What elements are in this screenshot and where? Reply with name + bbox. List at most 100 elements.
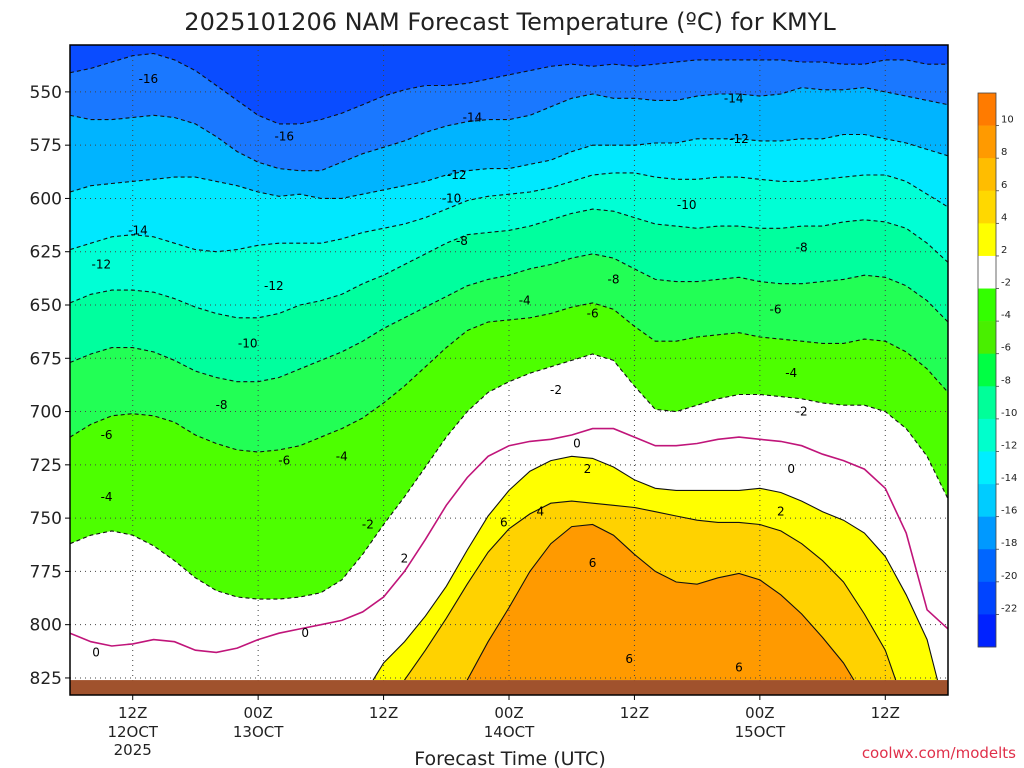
colorbar-label: 4 [1001, 212, 1007, 223]
colorbar-label: -12 [1001, 440, 1017, 451]
contour-label: -8 [456, 234, 468, 248]
y-tick-label: 825 [30, 669, 62, 689]
isotherm-0 [70, 427, 948, 654]
contour-label-text: -10 [677, 198, 697, 212]
contour-label: -8 [796, 240, 808, 254]
contour-label: 0 [92, 645, 100, 659]
colorbar-label: -2 [1001, 278, 1011, 289]
contour-label-text: -6 [587, 307, 599, 321]
contour-lines [70, 52, 948, 681]
contour-label-text: -6 [101, 428, 113, 442]
colorbar-swatch [978, 581, 996, 615]
contour-label: -4 [785, 366, 797, 380]
colorbar-label: -16 [1001, 506, 1017, 517]
contour-label: -6 [587, 307, 599, 321]
colorbar-label: 10 [1001, 115, 1014, 126]
contour-label: 4 [537, 505, 545, 519]
contour-label-text: 0 [301, 626, 309, 640]
colorbar-swatch [978, 158, 996, 192]
contour-label-text: 2 [777, 505, 785, 519]
x-tick-date: 15OCT [735, 723, 786, 741]
y-tick-label: 625 [30, 243, 62, 263]
contour-label-text: -6 [278, 454, 290, 468]
contour-label-text: -4 [519, 294, 531, 308]
contour-label-text: -12 [92, 258, 112, 272]
isotherm-minus6 [70, 253, 948, 383]
colorbar-label: -8 [1001, 375, 1011, 386]
x-tick-date: 12OCT [107, 723, 158, 741]
contour-label-text: -12 [729, 132, 749, 146]
contour-label: -10 [442, 191, 462, 205]
colorbar-swatch [978, 288, 996, 322]
contour-label-text: 4 [537, 505, 545, 519]
contour-label: -4 [519, 294, 531, 308]
colorbar-swatch [978, 386, 996, 420]
colorbar-swatch [978, 321, 996, 355]
contour-label: -2 [796, 405, 808, 419]
y-tick-label: 575 [30, 136, 62, 156]
colorbar-swatch [978, 549, 996, 583]
contour-label: -6 [278, 454, 290, 468]
colorbar-swatch [978, 614, 996, 648]
contour-label-text: -2 [550, 383, 562, 397]
contour-label: 0 [573, 437, 581, 451]
contour-label: 2 [777, 505, 785, 519]
contour-label-text: -8 [608, 272, 620, 286]
isotherm-4 [404, 500, 897, 681]
colorbar-label: -20 [1001, 571, 1017, 582]
colorbar: 10 8 6 4 2 -2 -4 -6 -8 -10 -12 -14 -16 -18 -20 -22 [977, 92, 1017, 648]
y-tick-label: 725 [30, 456, 62, 476]
contour-label: -12 [264, 279, 284, 293]
contour-label-text: 0 [573, 437, 581, 451]
colorbar-swatch [978, 223, 996, 257]
contour-label: -10 [677, 198, 697, 212]
contour-label-text: -4 [101, 490, 113, 504]
contour-label-text: 2 [401, 552, 409, 566]
contour-label-text: -14 [128, 223, 148, 237]
contour-label: -12 [92, 258, 112, 272]
isotherm-minus4 [70, 302, 948, 453]
x-tick-label: 12Z [118, 704, 147, 722]
colorbar-label: 2 [1001, 245, 1007, 256]
contour-label: 6 [625, 652, 633, 666]
isotherm-minus16 [70, 52, 948, 125]
contour-label: 6 [500, 515, 508, 529]
contour-label-text: -8 [796, 240, 808, 254]
contour-label-text: 6 [500, 515, 508, 529]
credit-text: coolwx.com/modelts [862, 744, 1016, 762]
contour-label: -12 [729, 132, 749, 146]
contour-label-text: -16 [139, 72, 159, 86]
isotherm-minus12 [70, 133, 948, 199]
y-tick-label: 700 [30, 403, 62, 423]
x-tick-label: 12Z [620, 704, 649, 722]
contour-label: -6 [770, 302, 782, 316]
y-tick-label: 600 [30, 189, 62, 209]
contour-label: 2 [584, 462, 592, 476]
contour-label: -12 [447, 168, 467, 182]
colorbar-label: -18 [1001, 538, 1017, 549]
temperature-fill-bands [70, 45, 948, 695]
contour-label: -6 [101, 428, 113, 442]
ground-layer [70, 680, 948, 695]
y-tick-label: 650 [30, 296, 62, 316]
contour-label: 2 [401, 552, 409, 566]
contour-label: -8 [608, 272, 620, 286]
contour-label-text: -4 [785, 366, 797, 380]
colorbar-label: -6 [1001, 343, 1011, 354]
contour-label-text: -6 [770, 302, 782, 316]
y-tick-label: 775 [30, 562, 62, 582]
contour-label: 6 [735, 660, 743, 674]
contour-label: -14 [128, 223, 148, 237]
colorbar-swatch [978, 125, 996, 159]
contour-label: 6 [589, 556, 597, 570]
contour-label-text: -12 [447, 168, 467, 182]
x-tick-label: 00Z [494, 704, 523, 722]
colorbar-swatch [978, 93, 996, 126]
contour-label-text: -14 [463, 110, 483, 124]
contour-label: -8 [216, 398, 228, 412]
colorbar-swatch [978, 484, 996, 517]
isotherm-2 [372, 455, 939, 681]
contour-label-text: -4 [336, 449, 348, 463]
